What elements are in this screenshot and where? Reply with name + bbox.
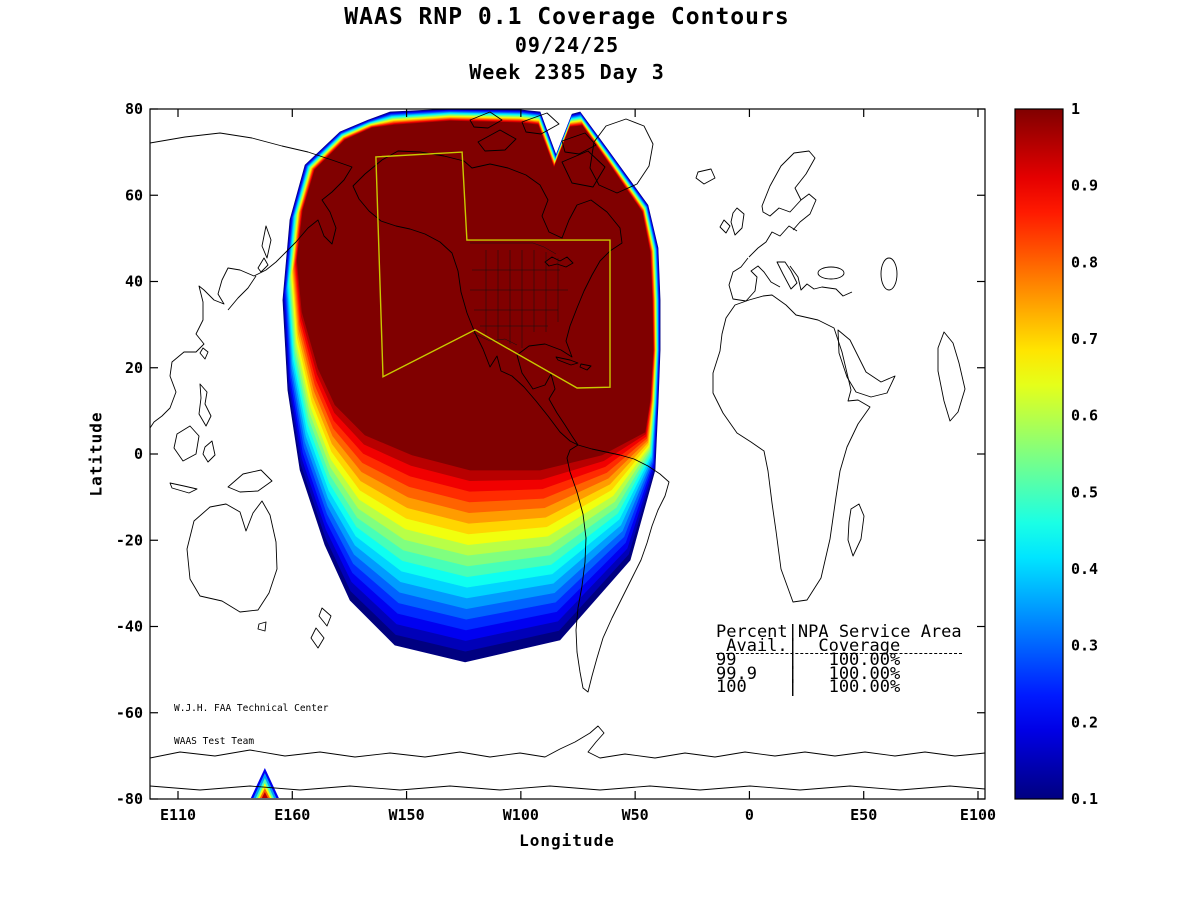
npa-service-area-boundary — [375, 151, 611, 389]
x-tick-label: E100 — [960, 806, 996, 824]
coastline — [169, 482, 198, 494]
y-tick-label: 40 — [125, 273, 143, 291]
us-state-borders — [470, 242, 568, 348]
colorbar-tick-label: 0.7 — [1071, 330, 1098, 348]
coastline — [150, 132, 353, 429]
figure-date: 09/24/25 — [514, 33, 620, 57]
y-tick-label: 20 — [125, 359, 143, 377]
x-axis-label: Longitude — [519, 831, 615, 850]
colorbar-tick-label: 0.9 — [1071, 177, 1098, 195]
coastline — [227, 469, 273, 493]
coastline — [719, 219, 731, 234]
coastline — [589, 118, 654, 194]
axes: E110 E160 W150 W100 W50 0 E50 E100 80 60 40 20 0 -20 -… — [116, 100, 996, 824]
coastline — [544, 256, 574, 268]
y-tick-label: -20 — [116, 531, 143, 549]
border-line — [470, 242, 557, 255]
availability-table: Percent|NPA Service Area Avail.| Coverag… — [716, 622, 962, 697]
x-tick-label: W50 — [622, 806, 649, 824]
y-axis-label: Latitude — [86, 411, 106, 497]
credit-text: W.J.H. FAA Technical Center WAAS Test Te… — [174, 681, 328, 758]
coastline — [477, 129, 517, 152]
figure-week-day: Week 2385 Day 3 — [469, 60, 665, 84]
coastline — [521, 112, 560, 135]
availability-table-header: Percent|NPA Service Area — [716, 622, 962, 642]
colorbar-gradient — [1014, 108, 1064, 800]
npa-boundary-outline — [375, 151, 611, 389]
coastline — [257, 257, 269, 273]
coastline — [789, 265, 853, 297]
x-tick-label: E50 — [850, 806, 877, 824]
coastline — [728, 257, 781, 302]
y-tick-label: -60 — [116, 704, 143, 722]
coastline — [937, 331, 966, 422]
colorbar-tick-label: 0.2 — [1071, 713, 1098, 731]
colorbar-tick-label: 0.5 — [1071, 483, 1098, 501]
contour-band-1.00 — [296, 120, 654, 471]
coastline — [318, 607, 332, 627]
y-tick-label: -40 — [116, 618, 143, 636]
coastline — [186, 500, 278, 613]
colorbar: 1 0.9 0.8 0.7 0.6 0.5 0.4 0.3 0.2 0.1 — [1014, 100, 1098, 808]
coastline — [776, 261, 798, 290]
availability-table-row: 99.9 | 100.00% — [716, 663, 901, 684]
coastline — [761, 150, 816, 217]
x-tick-label: W100 — [503, 806, 539, 824]
coastline — [561, 132, 597, 155]
colorbar-tick-label: 0.4 — [1071, 560, 1098, 578]
coverage-contour-bands — [282, 109, 661, 663]
coastline — [561, 150, 606, 188]
y-tick-label: 60 — [125, 186, 143, 204]
figure-title-block: WAAS RNP 0.1 Coverage Contours 09/24/25 … — [0, 4, 1134, 84]
y-tick-label: 80 — [125, 100, 143, 118]
coastline — [579, 363, 592, 371]
y-tick-label: -80 — [116, 790, 143, 808]
figure-title: WAAS RNP 0.1 Coverage Contours — [344, 4, 790, 30]
border-line — [472, 332, 518, 346]
coastline — [257, 621, 267, 632]
coastline — [792, 193, 817, 231]
colorbar-tick-label: 1 — [1071, 100, 1080, 118]
coastline — [748, 225, 798, 258]
colorbar-tick-label: 0.3 — [1071, 637, 1098, 655]
coastline — [150, 785, 985, 791]
credit-line-2: WAAS Test Team — [174, 736, 255, 747]
availability-table-row: 99 | 100.00% — [716, 650, 901, 670]
colorbar-tick-label: 0.8 — [1071, 253, 1098, 271]
coastline — [469, 111, 503, 129]
coastline — [202, 440, 216, 463]
coastline — [227, 275, 257, 311]
availability-table-row: 100 | 100.00% — [716, 677, 901, 697]
coastline — [199, 347, 209, 360]
coastline — [555, 356, 579, 366]
coastline-caspian-sea — [880, 257, 898, 291]
spike-band — [261, 792, 268, 798]
availability-table-subheader: Avail.| Coverage — [716, 637, 962, 654]
coastline — [198, 383, 212, 427]
world-coastlines — [150, 111, 985, 791]
credit-line-1: W.J.H. FAA Technical Center — [174, 703, 329, 714]
coastline — [261, 225, 272, 259]
coastline — [730, 207, 745, 236]
colorbar-tick-label: 0.1 — [1071, 790, 1098, 808]
x-tick-label: 0 — [745, 806, 754, 824]
colorbar-tick-label: 0.6 — [1071, 407, 1098, 425]
coastline — [847, 503, 865, 557]
x-tick-label: W150 — [389, 806, 425, 824]
coastline — [566, 444, 670, 693]
coastline — [150, 725, 985, 759]
y-tick-label: 0 — [134, 445, 143, 463]
coastline — [310, 627, 325, 649]
coastline — [173, 425, 200, 462]
coastline — [837, 329, 896, 398]
coastline-black-sea — [817, 266, 845, 280]
x-tick-label: E160 — [274, 806, 310, 824]
antarctic-contour-spike — [250, 768, 279, 798]
coastline — [695, 168, 716, 185]
coastline — [352, 150, 623, 446]
x-tick-label: E110 — [160, 806, 196, 824]
coastline — [712, 294, 871, 603]
